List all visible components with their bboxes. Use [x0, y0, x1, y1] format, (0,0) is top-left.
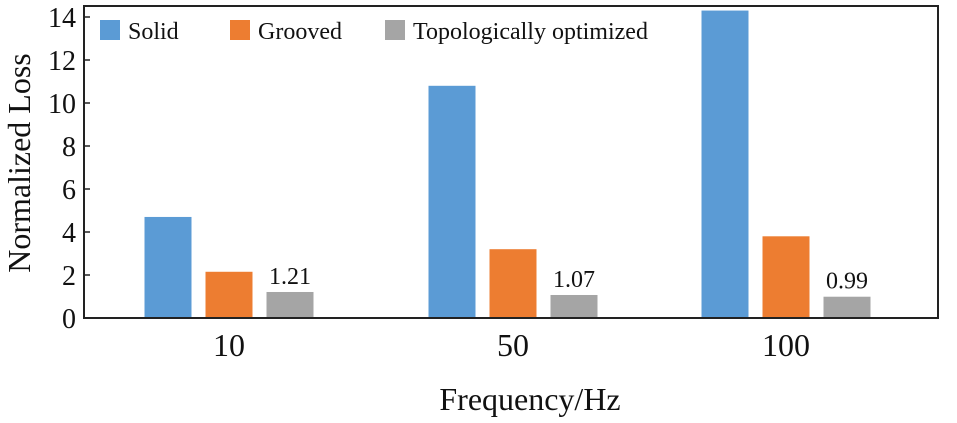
x-axis: 10 50 100 [213, 327, 810, 363]
bar-solid-10 [144, 216, 192, 318]
y-tick-label: 2 [62, 261, 76, 292]
y-tick-label: 14 [48, 3, 76, 34]
y-axis: 0 2 4 6 8 10 12 14 [48, 3, 90, 335]
y-tick-label: 4 [62, 218, 76, 249]
legend-swatch [100, 20, 120, 40]
legend-label: Topologically optimized [413, 19, 648, 45]
bar-grooved-100 [762, 236, 810, 318]
legend-swatch [385, 20, 405, 40]
x-tick-label: 50 [497, 327, 529, 363]
x-tick-label: 10 [213, 327, 245, 363]
x-axis-label: Frequency/Hz [439, 381, 620, 417]
bar-topologically-optimized-100 [823, 296, 871, 318]
y-axis-label: Normalized Loss [1, 53, 37, 273]
y-tick-label: 8 [62, 132, 76, 163]
data-label: 0.99 [826, 269, 868, 295]
bar-grooved-50 [489, 249, 537, 318]
bar-solid-100 [701, 10, 749, 319]
y-tick-label: 6 [62, 175, 76, 206]
x-tick-label: 100 [762, 327, 810, 363]
legend-label: Solid [128, 19, 179, 45]
plot-frame [83, 5, 939, 319]
y-tick-label: 0 [62, 304, 76, 335]
legend-label: Grooved [258, 19, 342, 45]
bar-topologically-optimized-10 [266, 291, 314, 318]
bar-topologically-optimized-50 [550, 294, 598, 318]
data-label: 1.07 [553, 267, 595, 293]
legend-swatch [230, 20, 250, 40]
bars-layer: 1.21 1.07 0.99 [144, 10, 871, 319]
legend: Solid Grooved Topologically optimized [100, 19, 648, 45]
y-tick-label: 10 [48, 89, 76, 120]
y-tick-label: 12 [48, 46, 76, 77]
bar-solid-50 [428, 85, 476, 318]
bar-grooved-10 [205, 271, 253, 318]
data-label: 1.21 [269, 264, 311, 290]
